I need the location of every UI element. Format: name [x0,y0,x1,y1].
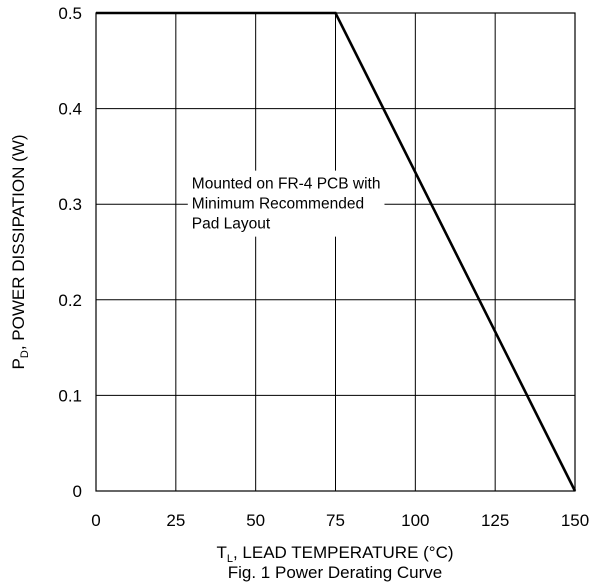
x-tick-labels: 0 25 50 75 100 125 150 [91,511,589,530]
y-tick-label: 0.3 [58,195,82,214]
y-tick-label: 0.2 [58,291,82,310]
y-axis-label: PD, POWER DISSIPATION (W) [9,135,31,370]
annotation-line: Pad Layout [192,216,271,233]
y-tick-label: 0 [73,482,82,501]
x-tick-label: 100 [401,511,429,530]
annotation-background [187,170,385,237]
grid-lines [96,13,575,491]
plot-frame [95,12,576,492]
y-tick-label: 0.1 [58,386,82,405]
x-tick-label: 50 [246,511,265,530]
x-tick-label: 125 [481,511,509,530]
x-tick-label: 25 [166,511,185,530]
y-tick-labels: 0 0.1 0.2 0.3 0.4 0.5 [58,4,82,501]
annotation-line: Minimum Recommended [192,196,364,213]
annotation-line: Mounted on FR-4 PCB with [192,176,381,193]
chart-caption: Fig. 1 Power Derating Curve [228,563,442,582]
y-tick-label: 0.5 [58,4,82,23]
x-tick-label: 75 [326,511,345,530]
annotation-box: Mounted on FR-4 PCB with Minimum Recommen… [187,170,385,237]
x-tick-label: 0 [91,511,100,530]
y-tick-label: 0.4 [58,100,82,119]
x-axis-label: TL, LEAD TEMPERATURE (°C) [216,543,453,565]
x-tick-label: 150 [561,511,589,530]
